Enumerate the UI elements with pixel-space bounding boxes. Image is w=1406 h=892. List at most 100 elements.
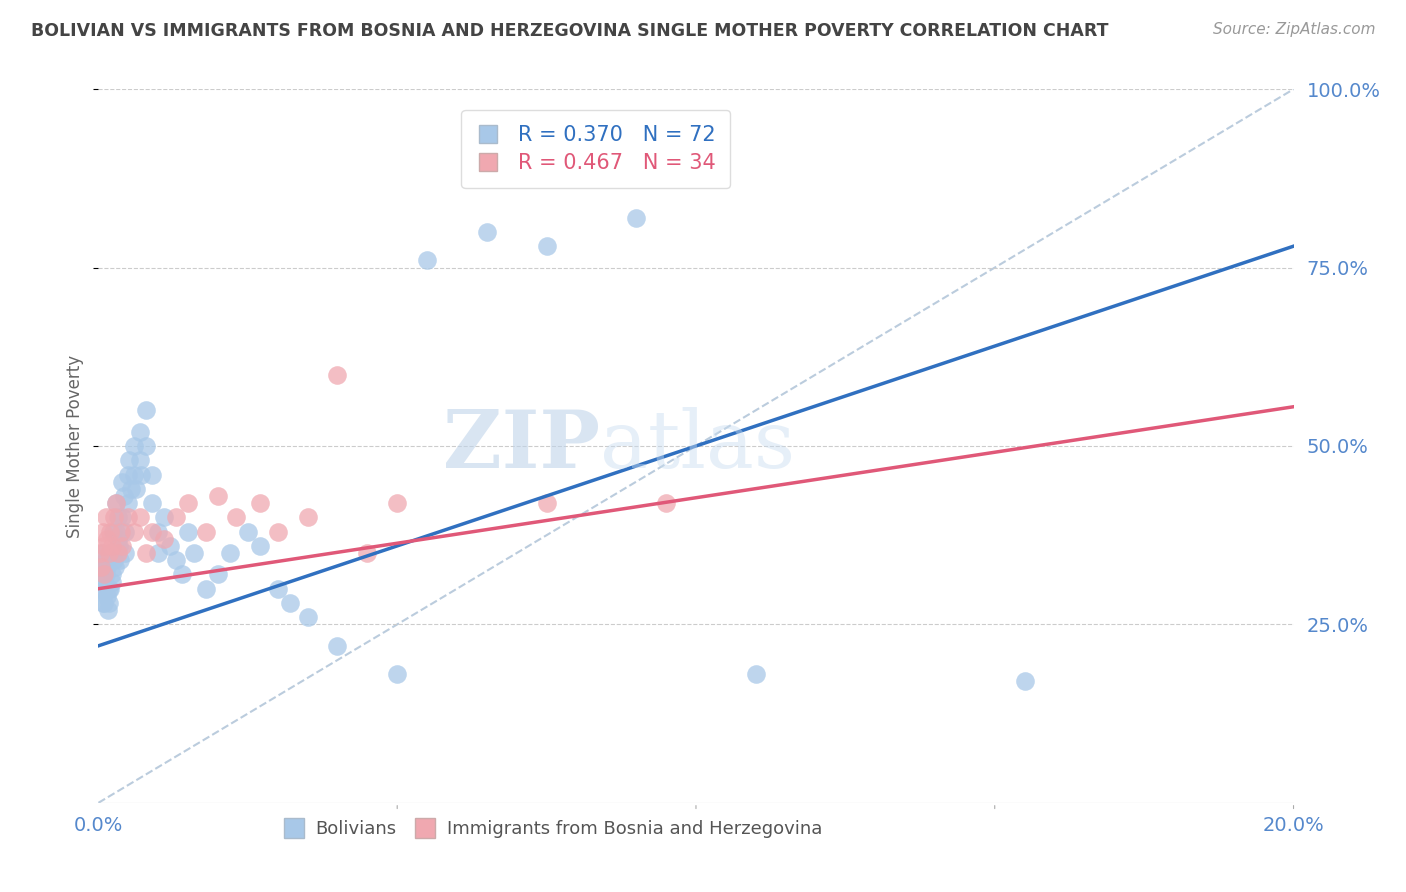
Point xyxy=(177,496,200,510)
Point xyxy=(148,546,170,560)
Point xyxy=(385,496,409,510)
Point xyxy=(219,546,242,560)
Point xyxy=(105,546,128,560)
Point xyxy=(207,567,229,582)
Point xyxy=(385,667,409,681)
Point xyxy=(1014,674,1036,689)
Point xyxy=(129,425,152,439)
Point xyxy=(91,596,114,610)
Point xyxy=(118,453,141,467)
Point xyxy=(183,546,205,560)
Point xyxy=(356,546,378,560)
Point xyxy=(98,546,122,560)
Point xyxy=(278,596,301,610)
Point xyxy=(114,546,136,560)
Point xyxy=(101,574,124,589)
Point xyxy=(475,225,498,239)
Point xyxy=(124,524,146,539)
Point xyxy=(89,546,111,560)
Point xyxy=(100,567,122,582)
Point xyxy=(153,532,176,546)
Point xyxy=(111,510,134,524)
Point xyxy=(105,496,128,510)
Text: ZIP: ZIP xyxy=(443,407,600,485)
Point xyxy=(267,524,290,539)
Point xyxy=(326,368,349,382)
Point xyxy=(141,467,163,482)
Point xyxy=(103,560,125,574)
Point xyxy=(225,510,247,524)
Point xyxy=(110,524,132,539)
Point xyxy=(120,482,142,496)
Point xyxy=(135,546,157,560)
Point xyxy=(745,667,768,681)
Point xyxy=(112,489,135,503)
Point xyxy=(125,482,148,496)
Point xyxy=(90,560,112,574)
Point xyxy=(207,489,229,503)
Point xyxy=(114,524,136,539)
Point xyxy=(626,211,648,225)
Point xyxy=(129,453,152,467)
Point xyxy=(135,403,157,417)
Point xyxy=(96,532,118,546)
Point xyxy=(141,496,163,510)
Point xyxy=(108,553,131,567)
Point xyxy=(93,596,115,610)
Point xyxy=(107,510,129,524)
Point xyxy=(105,496,128,510)
Point xyxy=(96,589,118,603)
Point xyxy=(103,553,125,567)
Point xyxy=(124,467,146,482)
Point xyxy=(94,553,117,567)
Point xyxy=(98,524,122,539)
Point xyxy=(195,582,218,596)
Point xyxy=(98,582,122,596)
Point xyxy=(177,524,200,539)
Point xyxy=(297,510,319,524)
Point xyxy=(107,532,129,546)
Point xyxy=(90,582,112,596)
Point xyxy=(111,475,134,489)
Point xyxy=(105,524,128,539)
Point xyxy=(117,510,139,524)
Point xyxy=(97,582,120,596)
Point xyxy=(117,496,139,510)
Point xyxy=(267,582,290,596)
Text: atlas: atlas xyxy=(600,407,796,485)
Point xyxy=(101,539,124,553)
Point xyxy=(98,596,121,610)
Point xyxy=(249,496,271,510)
Point xyxy=(249,539,271,553)
Legend: Bolivians, Immigrants from Bosnia and Herzegovina: Bolivians, Immigrants from Bosnia and He… xyxy=(274,811,831,847)
Point xyxy=(536,496,558,510)
Point xyxy=(91,567,114,582)
Point xyxy=(107,546,129,560)
Point xyxy=(141,524,163,539)
Point xyxy=(655,496,678,510)
Point xyxy=(96,510,118,524)
Point xyxy=(135,439,157,453)
Point xyxy=(91,524,114,539)
Point xyxy=(165,553,187,567)
Point xyxy=(103,510,125,524)
Point xyxy=(89,560,111,574)
Point xyxy=(111,539,134,553)
Point xyxy=(93,574,115,589)
Point xyxy=(172,567,194,582)
Point xyxy=(153,510,176,524)
Point xyxy=(97,603,120,617)
Text: BOLIVIAN VS IMMIGRANTS FROM BOSNIA AND HERZEGOVINA SINGLE MOTHER POVERTY CORRELA: BOLIVIAN VS IMMIGRANTS FROM BOSNIA AND H… xyxy=(31,22,1108,40)
Point xyxy=(98,546,121,560)
Point xyxy=(236,524,259,539)
Point xyxy=(165,510,187,524)
Point xyxy=(108,539,131,553)
Point xyxy=(326,639,349,653)
Point xyxy=(416,253,439,268)
Point xyxy=(159,539,181,553)
Point xyxy=(297,610,319,624)
Point xyxy=(195,524,218,539)
Point xyxy=(91,546,114,560)
Point xyxy=(536,239,558,253)
Point xyxy=(93,582,115,596)
